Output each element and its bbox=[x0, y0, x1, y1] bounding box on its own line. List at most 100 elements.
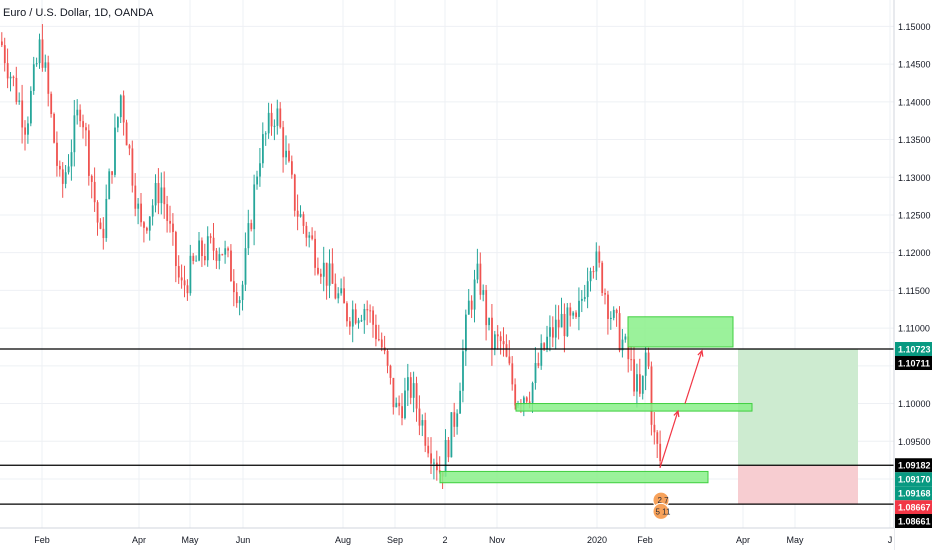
candle-body bbox=[267, 112, 270, 134]
candle-body bbox=[67, 166, 70, 173]
candle-body bbox=[64, 172, 67, 184]
arrow-line[interactable] bbox=[684, 350, 703, 404]
candle-body bbox=[647, 352, 650, 367]
candle-body bbox=[575, 312, 577, 317]
price-label: 1.08661 bbox=[898, 517, 931, 527]
candle-body bbox=[409, 377, 412, 398]
x-tick-label: Feb bbox=[637, 535, 653, 545]
x-tick-label: Aug bbox=[335, 535, 351, 545]
candle-body bbox=[375, 324, 377, 340]
candle-body bbox=[137, 203, 140, 209]
candle-body bbox=[262, 134, 264, 164]
candle-body bbox=[125, 122, 128, 146]
time-axis-panel[interactable] bbox=[0, 528, 894, 550]
candle-body bbox=[583, 297, 586, 299]
candle-body bbox=[328, 263, 331, 286]
zone-box[interactable] bbox=[439, 470, 709, 484]
price-label: 1.09182 bbox=[898, 461, 931, 471]
price-label: 1.10723 bbox=[898, 345, 931, 355]
candle-body bbox=[424, 420, 427, 446]
candle-body bbox=[482, 290, 485, 295]
candle-body bbox=[488, 317, 490, 326]
candle-body bbox=[119, 95, 122, 118]
long-position-tool[interactable] bbox=[738, 349, 858, 505]
y-tick-label: 1.13500 bbox=[898, 135, 931, 145]
candle-body bbox=[238, 300, 241, 304]
candle-body bbox=[241, 284, 244, 301]
candle-body bbox=[305, 225, 308, 238]
candle-body bbox=[650, 366, 653, 425]
event-badge-circle[interactable] bbox=[652, 502, 670, 520]
event-badge-label: 2 7 bbox=[657, 496, 669, 505]
y-tick-label: 1.14500 bbox=[898, 60, 931, 70]
candle-body bbox=[273, 125, 276, 127]
arrow-line[interactable] bbox=[659, 410, 679, 468]
horizontal-lines[interactable] bbox=[0, 348, 894, 505]
candle-body bbox=[502, 341, 505, 345]
candle-body bbox=[206, 236, 209, 261]
candle-body bbox=[392, 377, 395, 408]
candle-body bbox=[485, 290, 488, 326]
candle-body bbox=[433, 462, 435, 464]
candle-body bbox=[618, 313, 621, 351]
candle-body bbox=[546, 336, 548, 349]
candles bbox=[1, 24, 662, 490]
drawing-arrows[interactable] bbox=[659, 349, 704, 468]
candle-body bbox=[131, 148, 134, 186]
candle-body bbox=[633, 359, 635, 392]
candle-body bbox=[21, 100, 24, 128]
candle-body bbox=[357, 320, 360, 324]
candle-body bbox=[598, 251, 601, 263]
zone-box[interactable] bbox=[515, 403, 753, 412]
candle-body bbox=[320, 273, 322, 277]
candle-body bbox=[250, 223, 253, 230]
candle-body bbox=[93, 181, 96, 203]
candle-body bbox=[282, 127, 285, 158]
arrow-head[interactable] bbox=[697, 349, 704, 357]
candle-body bbox=[592, 271, 595, 273]
candle-body bbox=[636, 374, 638, 392]
candle-body bbox=[195, 260, 198, 262]
event-badges[interactable]: 2 7 5 11 bbox=[652, 491, 671, 520]
candle-body bbox=[169, 220, 171, 224]
candle-body bbox=[572, 312, 575, 316]
chart-title: Euro / U.S. Dollar, 1D, OANDA bbox=[3, 7, 154, 19]
position-stop-zone[interactable] bbox=[738, 465, 858, 505]
candle-body bbox=[378, 339, 380, 341]
y-tick-label: 1.14000 bbox=[898, 97, 931, 107]
candle-body bbox=[552, 327, 554, 338]
candle-body bbox=[610, 317, 612, 319]
zone-boxes[interactable] bbox=[439, 316, 753, 484]
candle-body bbox=[146, 227, 148, 231]
zone-box[interactable] bbox=[627, 316, 734, 348]
candle-body bbox=[566, 307, 569, 337]
candle-body bbox=[27, 123, 29, 135]
candle-body bbox=[505, 344, 508, 357]
candle-body bbox=[595, 251, 598, 272]
y-tick-label: 1.12500 bbox=[898, 210, 931, 220]
position-target-zone[interactable] bbox=[738, 349, 858, 466]
candle-body bbox=[656, 432, 659, 444]
y-tick-label: 1.15000 bbox=[898, 22, 931, 32]
candle-body bbox=[659, 443, 662, 462]
candle-body bbox=[38, 39, 41, 64]
candle-body bbox=[61, 169, 64, 184]
candle-body bbox=[418, 408, 421, 426]
candle-body bbox=[308, 235, 311, 238]
arrow-head[interactable] bbox=[673, 409, 680, 418]
candle-body bbox=[586, 281, 589, 298]
candle-body bbox=[177, 266, 180, 278]
candle-body bbox=[70, 152, 73, 167]
x-tick-label: J bbox=[888, 535, 893, 545]
price-label-box bbox=[895, 514, 932, 528]
candle-body bbox=[189, 255, 192, 294]
candle-body bbox=[491, 317, 493, 350]
price-label: 1.08667 bbox=[898, 503, 931, 513]
candle-body bbox=[415, 383, 418, 409]
price-label-box bbox=[895, 500, 932, 515]
candle-body bbox=[180, 277, 183, 281]
candle-body bbox=[114, 127, 116, 175]
candle-body bbox=[215, 250, 218, 261]
candle-body bbox=[259, 163, 261, 177]
